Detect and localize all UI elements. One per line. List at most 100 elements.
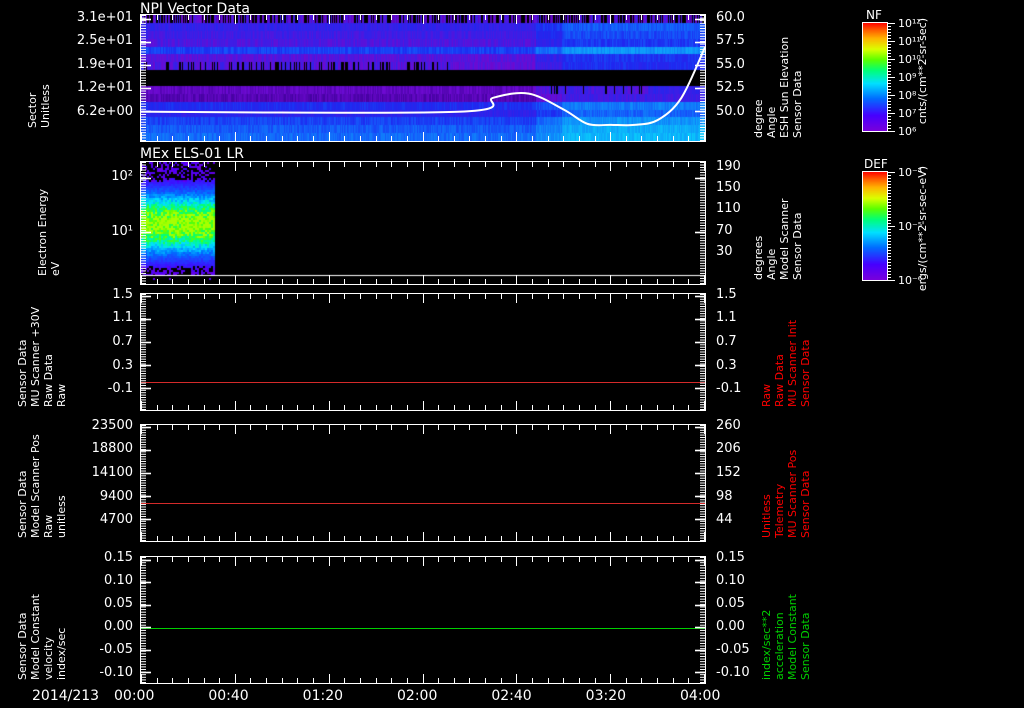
colorbar-tick-mark (887, 41, 895, 42)
left-label-line: Model Constant (29, 594, 42, 680)
right-label-line: Sensor Data (799, 612, 812, 680)
left-label-line: eV (49, 261, 62, 276)
axis-tick-label: 110 (716, 201, 741, 217)
axis-tick-label: 260 (716, 417, 741, 433)
colorbar-minor-tick (887, 110, 891, 111)
colorbar-minor-tick (887, 89, 891, 90)
colorbar-minor-tick (887, 77, 891, 78)
axis-tick-label: 4700 (99, 512, 133, 528)
colorbar-minor-tick (887, 190, 891, 191)
right-label-line: Sensor Data (799, 339, 812, 407)
colorbar-minor-tick (887, 71, 891, 72)
right-label-line: acceleration (773, 612, 786, 680)
panel-mu-scanner-30v-plot (140, 293, 706, 411)
axis-tick-label: 1.1 (716, 310, 737, 326)
colorbar-minor-tick (887, 229, 891, 230)
axis-tick-label: 3.1e+01 (76, 9, 133, 25)
panel-els-left-label: Electron Energy eV (36, 172, 62, 276)
colorbar-unit-label: ergs/(cm**2-sr-sec-eV) (916, 166, 929, 292)
axis-tick-label: -0.05 (716, 642, 750, 658)
colorbar-minor-tick (887, 116, 891, 117)
colorbar-minor-tick (887, 277, 891, 278)
right-label-line: ESH Sun Elevation (778, 36, 791, 138)
colorbar-minor-tick (887, 181, 891, 182)
axis-tickmarks (141, 294, 705, 410)
right-label-line: Sensor Data (791, 212, 804, 280)
axis-tick-label: 55.0 (716, 56, 745, 72)
esh-sun-elevation-trace (141, 46, 705, 127)
axis-tick-label: 44 (716, 512, 733, 528)
colorbar-tick-mark (887, 23, 895, 24)
colorbar-minor-tick (887, 235, 891, 236)
axis-tick-label: 10² (111, 168, 133, 184)
colorbar-minor-tick (887, 68, 891, 69)
colorbar-tick-label: 10⁻⁴ (898, 166, 923, 179)
colorbar-tick-label: 10⁹ (898, 71, 917, 84)
panel-npi-left-label: Sector Unitless (26, 28, 52, 128)
colorbar-minor-tick (887, 211, 891, 212)
axis-tick-label: 60.0 (716, 9, 745, 25)
axis-tick-label: 1.2e+01 (76, 80, 133, 96)
colorbar-tick-mark (887, 131, 895, 132)
colorbar-minor-tick (887, 202, 891, 203)
colorbar-minor-tick (887, 41, 891, 42)
colorbar-minor-tick (887, 122, 891, 123)
colorbar-tick-mark (887, 113, 895, 114)
right-label-line: Raw Data (773, 354, 786, 407)
colorbar-minor-tick (887, 178, 891, 179)
axis-tick-label: 98 (716, 488, 733, 504)
time-tick-label: 04:00 (680, 688, 721, 704)
colorbar-minor-tick (887, 205, 891, 206)
panel-npi-right-label: degree Angle ESH Sun Elevation Sensor Da… (752, 18, 804, 138)
panel-model-constant-velocity-right-label: index/sec**2 acceleration Model Constant… (760, 560, 812, 680)
left-label-line: Sensor Data (16, 339, 29, 407)
axis-tick-label: 57.5 (716, 33, 745, 49)
colorbar-minor-tick (887, 184, 891, 185)
right-label-line: MU Scanner Pos (786, 449, 799, 538)
colorbar-minor-tick (887, 220, 891, 221)
colorbar-tick-label: 10⁶ (898, 125, 917, 138)
colorbar-minor-tick (887, 86, 891, 87)
colorbar-tick-label: 10⁸ (898, 89, 917, 102)
colorbar-minor-tick (887, 32, 891, 33)
colorbar-minor-tick (887, 196, 891, 197)
colorbar-minor-tick (887, 223, 891, 224)
colorbar-minor-tick (887, 113, 891, 114)
colorbar-minor-tick (887, 128, 891, 129)
colorbar-minor-tick (887, 214, 891, 215)
right-label-line: degree (752, 99, 765, 138)
colorbar-minor-tick (887, 199, 891, 200)
axis-tickmarks (141, 425, 705, 541)
axis-tick-label: -0.10 (716, 665, 750, 681)
colorbar-minor-tick (887, 244, 891, 245)
axis-tick-label: 150 (716, 180, 741, 196)
left-label-line: index/sec (55, 627, 68, 680)
colorbar-minor-tick (887, 35, 891, 36)
panel-mu-scanner-30v-left-label: Sensor Data MU Scanner +30V Raw Data Raw (16, 297, 68, 407)
panel-els-right-label: degrees Angle Model Scanner Sensor Data (752, 166, 804, 280)
colorbar-tick-label: 10⁷ (898, 107, 917, 120)
axis-tick-label: 2.5e+01 (76, 33, 133, 49)
colorbar-minor-tick (887, 131, 891, 132)
colorbar-minor-tick (887, 125, 891, 126)
colorbar-tick-label: 10¹⁰ (898, 53, 921, 66)
left-label-line: Unitless (39, 84, 52, 128)
right-label-line: index/sec**2 (760, 609, 773, 680)
colorbar-def-unit: ergs/(cm**2-sr-sec-eV) (916, 166, 929, 291)
colorbar-minor-tick (887, 238, 891, 239)
axis-tick-label: 0.10 (716, 573, 745, 589)
time-tick-label: 00:00 (114, 688, 155, 704)
right-label-line: Model Scanner (778, 198, 791, 280)
axis-tick-label: 1.9e+01 (76, 56, 133, 72)
colorbar-tick-mark (887, 95, 895, 96)
colorbar-tick-mark (887, 280, 895, 281)
axis-tick-label: 23500 (91, 417, 133, 433)
colorbar-minor-tick (887, 253, 891, 254)
panel-model-scanner-pos-right-label: Unitless Telemetry MU Scanner Pos Sensor… (760, 428, 812, 538)
colorbar-minor-tick (887, 217, 891, 218)
panel-model-scanner-pos-left-label: Sensor Data Model Scanner Pos Raw unitle… (16, 428, 68, 538)
colorbar-minor-tick (887, 280, 891, 281)
panel-mu-scanner-30v-right-label: Raw Raw Data MU Scanner Init Sensor Data (760, 297, 812, 407)
axis-tick-label: 0.10 (104, 573, 133, 589)
